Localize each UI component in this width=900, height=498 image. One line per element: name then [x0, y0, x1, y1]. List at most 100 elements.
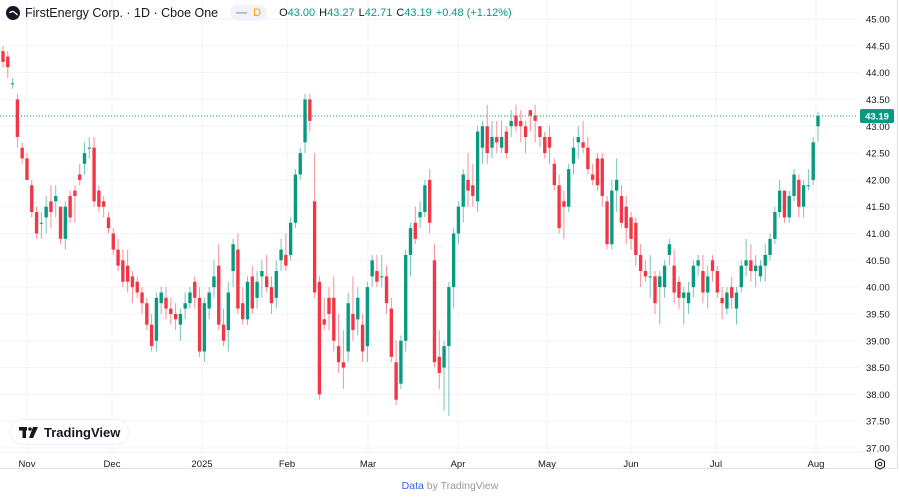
candle	[777, 179, 782, 218]
candle	[125, 249, 130, 293]
data-attribution: Data by TradingView	[0, 480, 900, 492]
candle	[490, 120, 494, 159]
candle	[226, 281, 231, 352]
candle	[816, 111, 820, 142]
candle	[653, 271, 657, 314]
candle	[145, 297, 149, 331]
candle	[164, 287, 168, 320]
candle	[303, 94, 307, 154]
candle	[725, 287, 729, 314]
candle	[571, 136, 576, 175]
candle	[590, 163, 595, 186]
candle	[667, 238, 672, 266]
candle	[787, 190, 791, 223]
candle	[495, 120, 499, 154]
candle	[523, 120, 528, 154]
candle	[169, 297, 173, 325]
candle	[111, 228, 115, 255]
candle	[274, 260, 278, 309]
candle	[202, 297, 207, 363]
x-axis-label: Mar	[360, 459, 376, 470]
candle	[341, 330, 346, 390]
candle	[519, 110, 523, 143]
symbol-title[interactable]: FirstEnergy Corp. · 1D · Cboe One	[25, 6, 219, 20]
candle	[346, 292, 350, 363]
candlestick-chart[interactable]: 45.00 44.50 44.00 43.50 43.00 42.50 42.00 41.50…	[0, 0, 900, 470]
x-axis-label: 2025	[191, 459, 212, 470]
candle	[250, 265, 254, 314]
candle	[15, 94, 20, 148]
candle	[54, 185, 58, 218]
candle	[408, 222, 413, 277]
candle	[413, 206, 417, 245]
candle	[730, 276, 734, 309]
close-value: C43.19	[396, 7, 432, 19]
candle	[159, 287, 163, 314]
attribution-text: by TradingView	[426, 480, 499, 492]
candle	[49, 185, 53, 229]
tradingview-logo-text: TradingView	[44, 424, 121, 440]
candle	[87, 136, 91, 159]
change-value: +0.48 (+1.12%)	[435, 7, 512, 19]
candle	[629, 212, 633, 250]
y-axis-label: 39.50	[866, 309, 890, 320]
candle	[710, 254, 715, 282]
candle	[394, 340, 398, 406]
candle	[638, 244, 643, 288]
candle	[10, 77, 15, 89]
candle	[557, 174, 561, 234]
candle	[317, 276, 322, 400]
candle	[6, 51, 10, 78]
candle	[691, 260, 696, 298]
candle	[149, 313, 154, 352]
candle	[763, 244, 767, 282]
candle	[547, 126, 552, 164]
candle	[677, 276, 681, 309]
candle	[658, 271, 662, 325]
candle	[404, 249, 408, 352]
candle	[437, 330, 441, 390]
candle	[44, 195, 48, 234]
candle	[605, 195, 609, 250]
y-axis-label: 37.00	[866, 444, 890, 455]
candle	[533, 104, 537, 143]
y-axis-label: 37.50	[866, 417, 890, 428]
candle	[173, 303, 178, 331]
candle	[643, 260, 648, 282]
settings-gear-icon[interactable]	[874, 458, 886, 470]
candle	[288, 217, 293, 261]
y-axis-label: 44.00	[866, 68, 890, 79]
x-axis-label: Feb	[279, 459, 295, 470]
candle	[442, 340, 446, 411]
candle	[782, 190, 787, 223]
candle	[610, 179, 614, 250]
low-value: L42.71	[358, 7, 393, 19]
candle	[466, 153, 470, 207]
y-axis-label: 42.00	[866, 175, 890, 186]
candle	[797, 174, 801, 218]
candle	[432, 244, 437, 368]
candle	[30, 179, 34, 218]
candle	[715, 265, 720, 298]
candle	[351, 276, 355, 341]
candle	[801, 179, 806, 218]
candle	[753, 254, 758, 288]
candle	[614, 158, 619, 213]
x-axis-label: Jun	[623, 459, 638, 470]
candle	[499, 120, 504, 154]
y-axis-label: 38.00	[866, 390, 890, 401]
candle	[456, 201, 461, 245]
x-axis-label: Aug	[808, 459, 825, 470]
market-status-badge[interactable]: — D	[230, 5, 268, 21]
candle	[662, 260, 667, 298]
candle	[106, 212, 111, 234]
candle	[68, 190, 72, 223]
x-axis-label: May	[538, 459, 556, 470]
candle	[255, 271, 259, 309]
candle	[792, 169, 796, 202]
y-axis-label: 41.00	[866, 229, 890, 240]
data-link[interactable]: Data	[401, 480, 424, 492]
candle	[739, 260, 743, 293]
candle	[322, 297, 326, 331]
tradingview-logo[interactable]: TradingView	[11, 420, 129, 444]
